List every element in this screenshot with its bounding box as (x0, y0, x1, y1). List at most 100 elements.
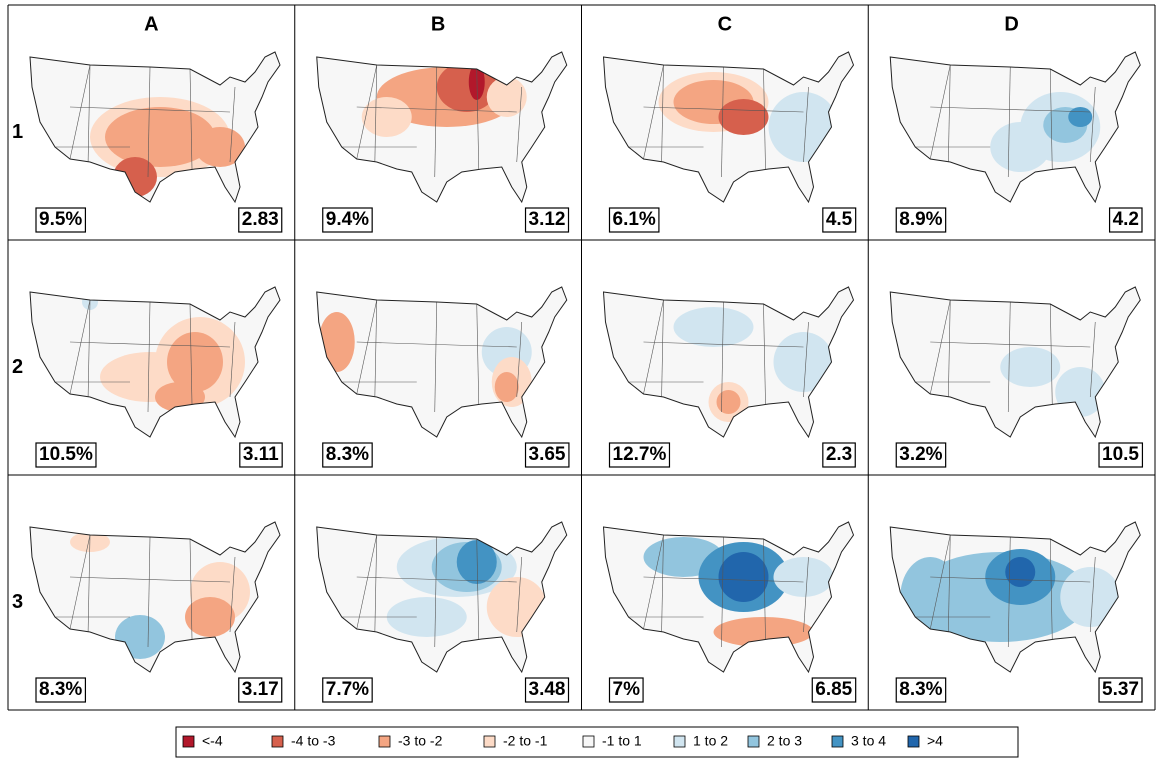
column-header: B (431, 13, 445, 35)
state-line (643, 106, 804, 113)
legend-label: -2 to -1 (503, 733, 548, 749)
cell-label: 7% (613, 679, 641, 700)
map (29, 521, 281, 673)
legend-swatch (378, 735, 391, 748)
row-label: 3 (12, 591, 23, 613)
map (316, 521, 568, 673)
state-line (229, 556, 236, 633)
cell-label: 4.2 (1113, 209, 1139, 230)
label-box (322, 442, 373, 468)
cell-label: 12.7% (613, 444, 667, 465)
state-line (1007, 66, 1011, 178)
shaded-region (185, 597, 235, 637)
state-line (661, 64, 664, 168)
label-box (608, 677, 644, 703)
shaded-region (773, 557, 834, 597)
column-header: D (1004, 13, 1018, 35)
map (603, 286, 854, 438)
shaded-region (718, 552, 769, 602)
state-line (721, 536, 724, 648)
shaded-region (1068, 107, 1093, 127)
cell-label: 8.3% (39, 679, 82, 700)
state-line (189, 538, 193, 640)
label-box (322, 207, 373, 233)
state-line (356, 534, 378, 630)
state-line (434, 301, 438, 413)
state-line (930, 341, 1091, 348)
state-line (229, 321, 236, 398)
state-line (643, 534, 664, 630)
cell-label: 6.85 (815, 679, 852, 700)
shaded-region (486, 77, 527, 117)
state-line (69, 299, 91, 395)
state-line (1089, 321, 1096, 398)
state-line (87, 534, 91, 638)
state-line (947, 64, 951, 168)
cell-label: 7.7% (326, 679, 369, 700)
label-box (238, 207, 283, 233)
state-line (947, 299, 951, 403)
label-box (822, 207, 857, 233)
map (29, 286, 281, 438)
state-line (1049, 303, 1053, 405)
state-line (356, 576, 517, 583)
state-line (929, 64, 951, 160)
map-shading (386, 537, 547, 637)
legend-label: -4 to -3 (291, 733, 336, 749)
shaded-region (361, 97, 412, 137)
state-line (476, 68, 480, 170)
state-line (1007, 301, 1011, 413)
state-line (434, 536, 438, 648)
state-line (229, 86, 236, 163)
shaded-region (456, 540, 497, 584)
shaded-region (768, 92, 839, 162)
map-shading (673, 307, 834, 422)
label-box (895, 677, 947, 703)
state-line (803, 556, 809, 633)
shaded-region (105, 107, 215, 167)
label-box (322, 677, 373, 703)
state-line (356, 64, 378, 160)
state-line (930, 106, 1091, 113)
label-box (895, 442, 947, 468)
cell-label: 6.1% (613, 209, 656, 230)
map (603, 521, 854, 673)
map (889, 286, 1141, 438)
label-box (1098, 442, 1144, 468)
cell-label: 8.9% (899, 209, 942, 230)
cell-label: 9.4% (326, 209, 369, 230)
state-line (803, 86, 809, 163)
label-box (524, 207, 570, 233)
legend-swatch (271, 735, 284, 748)
legend-swatch (907, 735, 920, 748)
label-box (524, 677, 570, 703)
state-line (1007, 536, 1011, 648)
cell-label: 3.2% (899, 444, 942, 465)
shaded-region (900, 557, 961, 637)
legend-swatch (483, 735, 496, 748)
state-line (147, 536, 151, 648)
state-line (803, 321, 809, 398)
state-line (356, 299, 378, 395)
shaded-region (195, 127, 245, 167)
state-line (69, 64, 91, 160)
row-label: 1 (12, 121, 23, 143)
state-line (147, 66, 151, 178)
label-box (35, 677, 87, 703)
state-line (434, 66, 438, 178)
label-box (35, 442, 97, 468)
map (889, 51, 1141, 203)
shaded-region (718, 99, 769, 135)
cell-label: 3.11 (243, 444, 279, 465)
shaded-region (318, 312, 355, 372)
cell-label: 3.17 (242, 679, 279, 700)
map-shading (361, 62, 527, 137)
state-line (69, 534, 91, 630)
legend-swatch (831, 735, 844, 748)
row-label: 2 (12, 356, 23, 378)
cell-label: 9.5% (39, 209, 82, 230)
column-header: A (144, 13, 158, 35)
legend-label: <-4 (202, 733, 223, 749)
legend-swatch (747, 735, 760, 748)
